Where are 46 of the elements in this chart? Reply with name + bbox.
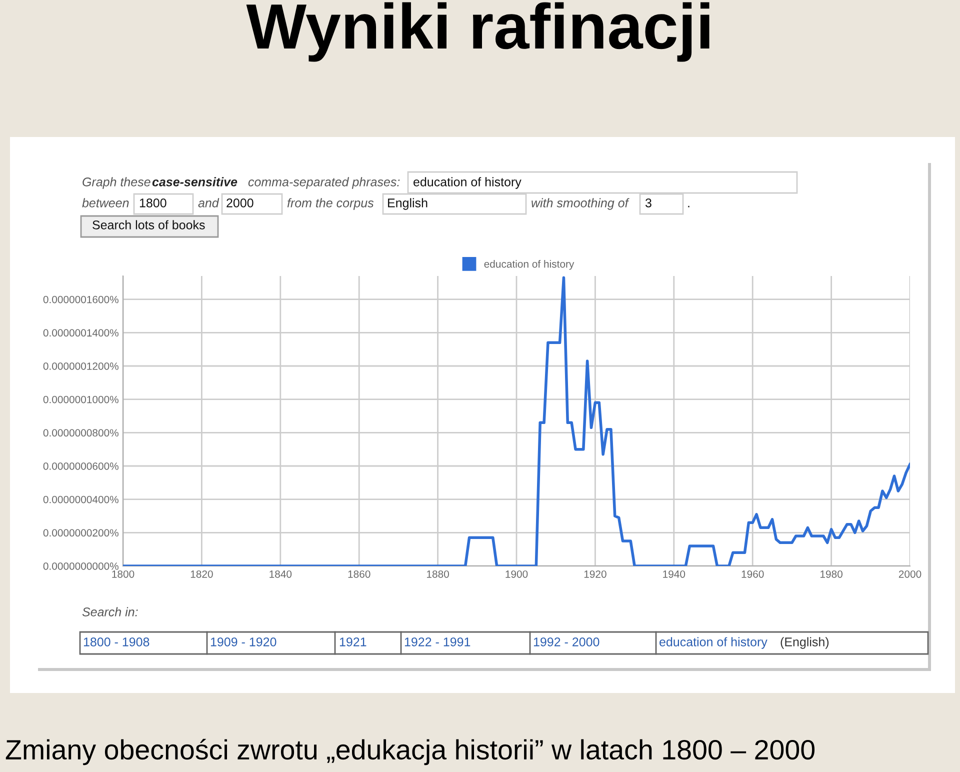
x-tick-label: 2000	[898, 570, 922, 578]
text: 2000	[226, 198, 254, 208]
y-tick-label: 0.0000000800%	[43, 429, 118, 437]
x-tick-label: 1860	[348, 570, 370, 578]
x-tick-label: 1980	[820, 570, 842, 578]
text: Graph these	[82, 177, 150, 189]
x-tick-label: 1880	[427, 570, 449, 578]
legend-label: education of history	[484, 260, 574, 270]
text: English	[388, 198, 428, 210]
chart-title: Wyniki rafinacji	[246, 2, 710, 62]
text: 3	[645, 198, 652, 208]
y-tick-label: 0.0000001600%	[43, 296, 118, 304]
y-tick-label: 0.0000000200%	[43, 529, 118, 537]
x-tick-label: 1920	[584, 570, 606, 578]
text: Search lots of books	[92, 220, 205, 230]
y-tick-label: 0.0000000000%	[43, 562, 118, 570]
text: case-sensitive	[152, 177, 238, 186]
text: between	[82, 198, 129, 208]
text: from the corpus	[287, 198, 374, 210]
text: education of history	[660, 637, 768, 649]
text: and	[198, 198, 220, 208]
y-tick-label: 0.0000001000%	[43, 396, 118, 404]
text: Zmiany obecności zwrotu „edukacja historii” w latach 1800 – 2000	[6, 738, 815, 766]
text: Search in:	[82, 607, 138, 616]
y-tick-label: 0.0000000400%	[43, 496, 118, 504]
line-series	[123, 276, 910, 566]
text: with smoothing of	[532, 198, 630, 210]
x-tick-label: 1820	[190, 570, 213, 578]
x-tick-label: 1960	[742, 570, 764, 578]
text: 1800 - 1908	[84, 638, 150, 646]
x-tick-label: 1800	[112, 570, 134, 578]
text: 1992 - 2000	[534, 638, 600, 646]
text: 1921	[340, 638, 366, 646]
y-tick-label: 0.0000001400%	[43, 329, 118, 337]
text: 1909 - 1920	[210, 638, 276, 646]
x-tick-label: 1840	[270, 570, 292, 578]
text: .	[688, 206, 690, 208]
text: 1800	[140, 198, 166, 208]
text: education of history	[414, 177, 522, 189]
y-tick-label: 0.0000000600%	[43, 462, 118, 470]
text: 1922 - 1991	[404, 638, 470, 646]
x-tick-label: 1900	[506, 570, 528, 578]
x-tick-label: 1940	[663, 570, 686, 578]
y-tick-label: 0.0000001200%	[43, 362, 118, 370]
text: (English)	[780, 637, 829, 649]
text: comma-separated phrases:	[248, 177, 400, 189]
